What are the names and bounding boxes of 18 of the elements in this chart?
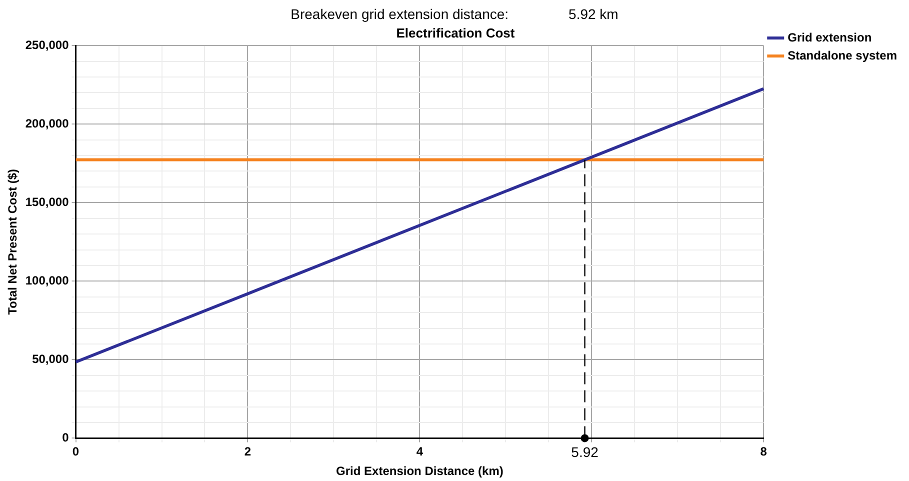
x-tick-label: 4 [416, 444, 424, 459]
y-tick-label: 200,000 [25, 116, 70, 130]
x-axis-title: Grid Extension Distance (km) [336, 464, 504, 478]
x-tick-label: 0 [72, 444, 80, 459]
y-tick-label: 250,000 [25, 38, 70, 52]
y-tick-label: 50,000 [32, 352, 70, 366]
ref-line-label: 5.92 [571, 444, 599, 460]
x-tick-label: 2 [244, 444, 252, 459]
text: 5.92 km [568, 6, 618, 22]
x-tick-label: 8 [760, 444, 768, 459]
chart-title: Electrification Cost [396, 25, 516, 40]
legend-label: Grid extension [788, 30, 872, 44]
legend-label: Standalone system [788, 48, 898, 62]
y-tick-label: 0 [62, 430, 70, 445]
text: Breakeven grid extension distance: [290, 6, 509, 22]
y-tick-label: 150,000 [25, 194, 70, 209]
y-tick-label: 100,000 [25, 273, 70, 288]
y-axis-title: Total Net Present Cost ($) [6, 168, 20, 315]
